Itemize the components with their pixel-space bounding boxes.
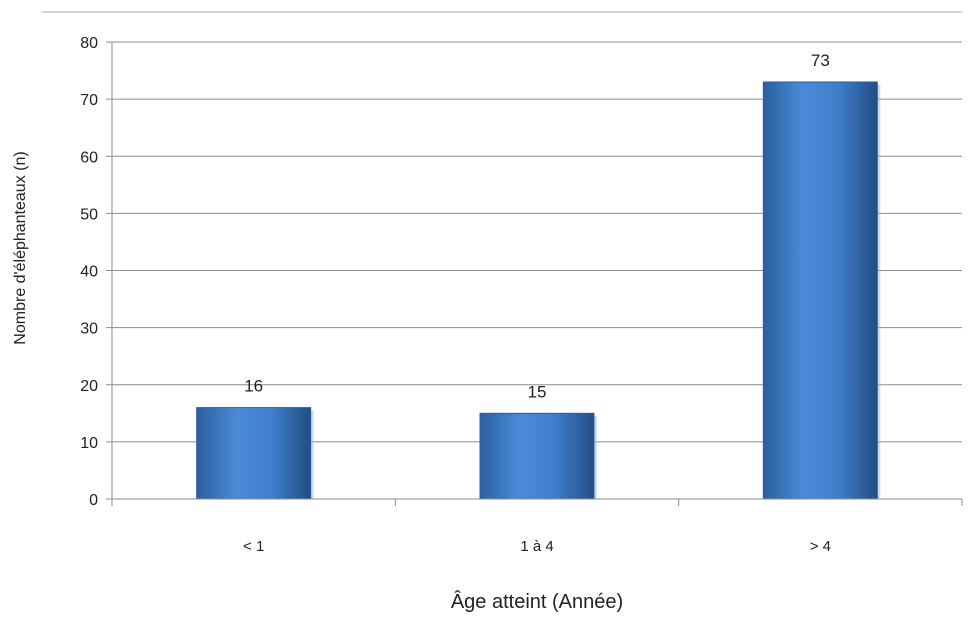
data-label: 15 <box>528 382 547 401</box>
y-tick-label: 40 <box>80 264 98 281</box>
y-axis-ticks: 0 10 20 30 40 50 60 70 80 <box>80 35 112 509</box>
x-tick-label: > 4 <box>810 538 831 555</box>
x-tick-label: 1 à 4 <box>520 538 553 555</box>
x-axis-title: Âge atteint (Année) <box>451 590 623 613</box>
x-axis-tick-labels: < 1 1 à 4 > 4 <box>243 538 831 555</box>
bars: 16 15 73 <box>196 51 881 500</box>
bar <box>762 81 878 500</box>
y-tick-label: 60 <box>80 149 98 166</box>
y-tick-label: 30 <box>80 321 98 338</box>
bar <box>196 407 312 500</box>
data-label: 16 <box>244 377 263 396</box>
bar <box>479 412 595 500</box>
y-tick-label: 80 <box>80 35 98 52</box>
x-tick-label: < 1 <box>243 538 264 555</box>
y-tick-label: 50 <box>80 206 98 223</box>
y-tick-label: 70 <box>80 92 98 109</box>
y-tick-label: 20 <box>80 378 98 395</box>
y-tick-label: 0 <box>89 492 98 509</box>
y-tick-label: 10 <box>80 435 98 452</box>
data-label: 73 <box>811 51 830 70</box>
axes <box>111 42 963 506</box>
y-axis-title: Nombre d'éléphanteaux (n) <box>12 151 29 344</box>
